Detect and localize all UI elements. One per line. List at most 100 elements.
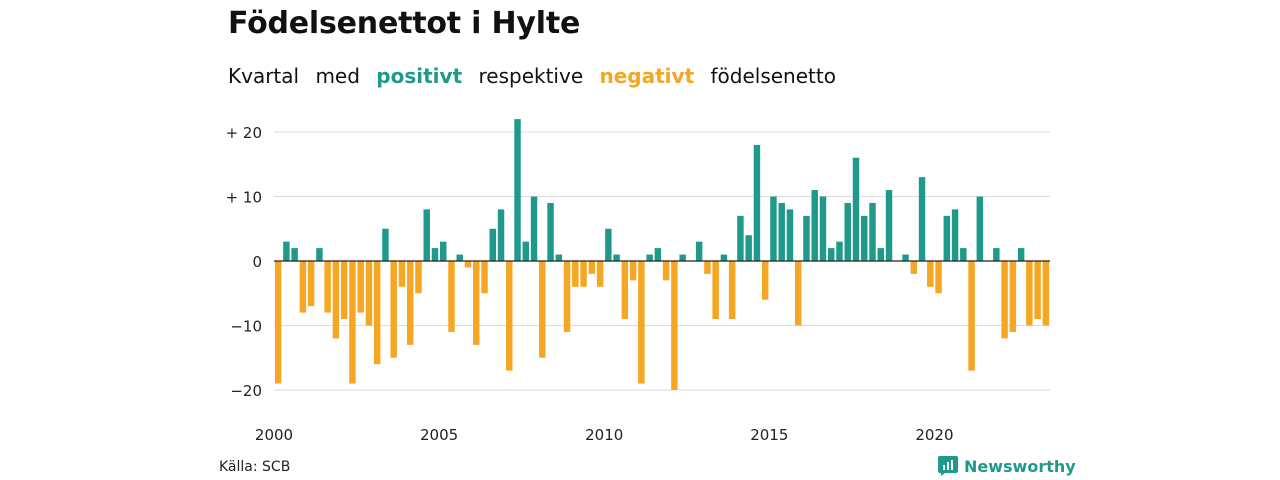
bar-negative	[629, 261, 637, 281]
x-tick-label: 2015	[750, 426, 788, 444]
bar-negative	[671, 261, 678, 390]
bar-negative	[473, 261, 480, 345]
bar-positive	[902, 254, 909, 261]
bar-negative	[1026, 261, 1033, 326]
y-tick-label: −20	[230, 382, 262, 400]
source-note: Källa: SCB	[219, 459, 291, 475]
subtitle-positive-word: positivt	[376, 64, 463, 88]
bar-positive	[456, 254, 463, 261]
bar-negative	[373, 261, 381, 365]
bar-positive	[976, 196, 984, 261]
bar-negative	[448, 261, 455, 332]
newsworthy-logo-icon	[938, 456, 958, 476]
bar-negative	[910, 261, 918, 274]
subtitle-word: Kvartal	[228, 64, 300, 88]
chart-title: Födelsenettot i Hylte	[228, 6, 581, 41]
bar-positive	[695, 241, 703, 261]
bar-negative	[299, 261, 307, 313]
bar-positive	[885, 190, 893, 261]
bar-positive	[753, 144, 761, 261]
bar-positive	[869, 202, 876, 261]
bar-positive	[497, 209, 505, 261]
bar-positive	[803, 215, 810, 261]
bar-positive	[786, 209, 794, 261]
bar-positive	[555, 254, 563, 261]
bar-positive	[951, 209, 959, 261]
bar-positive	[828, 248, 835, 261]
bar-positive	[836, 241, 843, 261]
bar-negative	[415, 261, 422, 294]
x-tick-label: 2010	[585, 426, 623, 444]
bar-negative	[968, 261, 975, 371]
bar-negative	[794, 261, 802, 326]
bar-negative	[357, 261, 364, 313]
x-tick-label: 2005	[420, 426, 458, 444]
bar-positive	[811, 190, 818, 261]
bar-positive	[291, 248, 298, 261]
y-tick-label: 0	[252, 253, 262, 271]
x-tick-label: 2000	[255, 426, 293, 444]
bar-positive	[547, 202, 554, 261]
bar-positive	[654, 248, 662, 261]
bar-negative	[761, 261, 769, 300]
bar-positive	[530, 196, 538, 261]
bar-negative	[1009, 261, 1017, 332]
bar-negative	[704, 261, 711, 274]
bar-positive	[720, 254, 728, 261]
bar-positive	[852, 157, 860, 261]
bar-negative	[638, 261, 645, 384]
bar-positive	[770, 196, 777, 261]
bar-positive	[423, 209, 430, 261]
bar-negative	[728, 261, 736, 320]
subtitle-word: födelsenetto	[710, 64, 836, 88]
bar-negative	[481, 261, 488, 294]
bar-positive	[316, 248, 323, 261]
bar-negative	[1001, 261, 1008, 339]
bar-positive	[960, 248, 967, 261]
bar-positive	[745, 235, 752, 261]
bar-negative	[572, 261, 579, 287]
bar-positive	[522, 241, 530, 261]
bar-positive	[861, 215, 868, 261]
bar-negative	[349, 261, 356, 384]
bar-positive	[382, 228, 389, 261]
bar-negative	[324, 261, 331, 313]
bar-negative	[935, 261, 942, 294]
bar-positive	[679, 254, 686, 261]
subtitle-negative-word: negativt	[599, 64, 695, 88]
bar-positive	[993, 248, 1000, 261]
bar-negative	[927, 261, 934, 287]
bar-negative	[712, 261, 719, 320]
bar-negative	[580, 261, 587, 287]
bar-negative	[464, 261, 472, 268]
subtitle-word: med	[315, 64, 360, 88]
bar-positive	[943, 215, 951, 261]
chart-subtitle: Kvartal med positivt respektive negativt…	[228, 64, 846, 88]
bar-negative	[390, 261, 397, 358]
bar-negative	[406, 261, 414, 345]
bar-negative	[1034, 261, 1041, 320]
bar-negative	[365, 261, 373, 326]
bar-positive	[646, 254, 653, 261]
brand-logo: Newsworthy	[938, 456, 1076, 476]
bar-negative	[621, 261, 629, 320]
bar-positive	[283, 241, 290, 261]
subtitle-word: respektive	[478, 64, 584, 88]
bar-positive	[1017, 248, 1025, 261]
bar-negative	[563, 261, 571, 332]
bar-positive	[514, 119, 521, 261]
bar-negative	[340, 261, 348, 320]
bar-positive	[844, 202, 851, 261]
y-tick-label: + 10	[226, 189, 262, 207]
bar-positive	[431, 248, 439, 261]
bar-positive	[877, 248, 884, 261]
x-tick-label: 2020	[915, 426, 953, 444]
y-tick-label: −10	[230, 318, 262, 336]
bar-negative	[398, 261, 406, 287]
bar-positive	[819, 196, 827, 261]
bar-negative	[307, 261, 315, 307]
y-tick-label: + 20	[226, 124, 262, 142]
bar-positive	[737, 215, 744, 261]
bar-negative	[596, 261, 604, 287]
